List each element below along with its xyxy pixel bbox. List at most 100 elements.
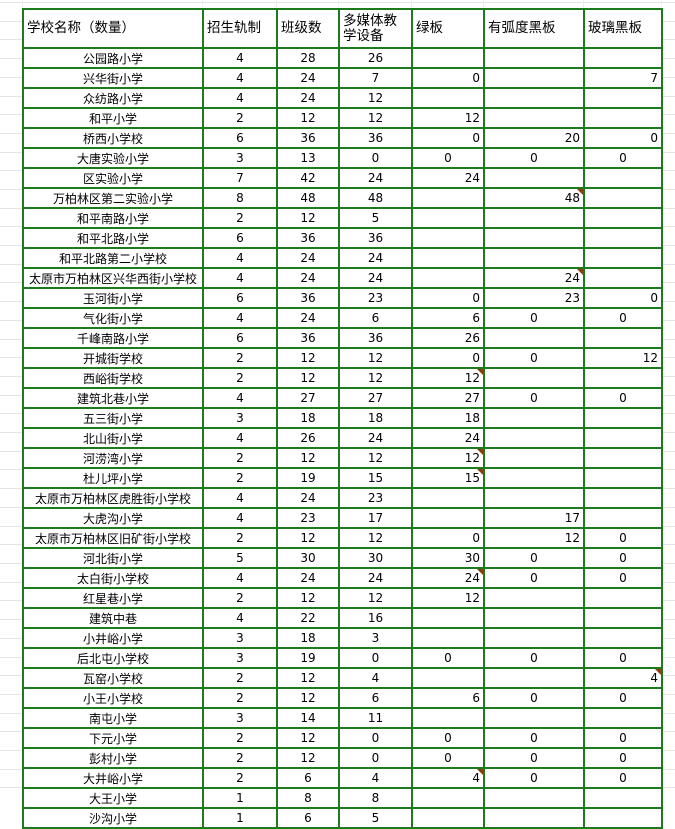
cell-curved-blackboard: 0 [483,647,585,669]
cell-multimedia-equipment: 8 [338,787,413,809]
cell-multimedia-equipment: 24 [338,267,413,289]
cell-glass-blackboard: 0 [583,567,663,589]
cell-class-count: 24 [276,307,340,329]
cell-school-name: 和平北路第二小学校 [22,247,204,269]
cell-green-board: 0 [411,647,485,669]
cell-class-count: 36 [276,227,340,249]
cell-curved-blackboard: 0 [483,307,585,329]
cell-multimedia-equipment: 6 [338,687,413,709]
cell-multimedia-equipment: 48 [338,187,413,209]
cell-curved-blackboard [483,707,585,729]
cell-glass-blackboard [583,407,663,429]
cell-curved-blackboard: 0 [483,567,585,589]
table-row: 气化街小学 4 24 6 6 0 0 [22,307,663,329]
cell-enrollment-track: 7 [202,167,278,189]
table-row: 千峰南路小学 6 36 36 26 [22,327,663,349]
cell-class-count: 22 [276,607,340,629]
cell-enrollment-track: 4 [202,267,278,289]
cell-glass-blackboard [583,607,663,629]
cell-multimedia-equipment: 36 [338,227,413,249]
cell-school-name: 大王小学 [22,787,204,809]
cell-enrollment-track: 2 [202,727,278,749]
cell-class-count: 19 [276,467,340,489]
cell-school-name: 气化街小学 [22,307,204,329]
table-row: 五三街小学 3 18 18 18 [22,407,663,429]
cell-school-name: 公园路小学 [22,47,204,69]
cell-green-board [411,807,485,829]
cell-multimedia-equipment: 3 [338,627,413,649]
table-row: 太原市万柏林区兴华西街小学校 4 24 24 24 [22,267,663,289]
table-row: 瓦窑小学校 2 12 4 4 [22,667,663,689]
cell-school-name: 河北街小学 [22,547,204,569]
cell-enrollment-track: 5 [202,547,278,569]
cell-green-board: 4 [411,767,485,789]
cell-school-name: 兴华街小学 [22,67,204,89]
table-row: 太原市万柏林区旧矿街小学校 2 12 12 0 12 0 [22,527,663,549]
cell-enrollment-track: 6 [202,287,278,309]
cell-green-board: 6 [411,307,485,329]
cell-school-name: 太原市万柏林区兴华西街小学校 [22,267,204,289]
cell-green-board [411,87,485,109]
cell-green-board [411,707,485,729]
cell-glass-blackboard [583,47,663,69]
cell-glass-blackboard [583,427,663,449]
cell-school-name: 玉河街小学 [22,287,204,309]
cell-multimedia-equipment: 0 [338,147,413,169]
table-row: 玉河街小学 6 36 23 0 23 0 [22,287,663,309]
cell-class-count: 24 [276,87,340,109]
table-row: 大王小学 1 8 8 [22,787,663,809]
cell-multimedia-equipment: 12 [338,527,413,549]
cell-enrollment-track: 2 [202,347,278,369]
cell-class-count: 24 [276,247,340,269]
cell-class-count: 36 [276,327,340,349]
cell-green-board: 12 [411,447,485,469]
cell-school-name: 大虎沟小学 [22,507,204,529]
cell-green-board [411,247,485,269]
table-row: 河涝湾小学 2 12 12 12 [22,447,663,469]
cell-class-count: 12 [276,347,340,369]
cell-class-count: 13 [276,147,340,169]
cell-class-count: 24 [276,267,340,289]
cell-school-name: 沙沟小学 [22,807,204,829]
table-row: 杜儿坪小学 2 19 15 15 [22,467,663,489]
cell-glass-blackboard: 0 [583,767,663,789]
cell-curved-blackboard [483,607,585,629]
cell-multimedia-equipment: 5 [338,207,413,229]
cell-class-count: 18 [276,407,340,429]
cell-class-count: 14 [276,707,340,729]
cell-school-name: 众纺路小学 [22,87,204,109]
cell-enrollment-track: 3 [202,147,278,169]
cell-glass-blackboard [583,327,663,349]
cell-school-name: 和平南路小学 [22,207,204,229]
cell-enrollment-track: 6 [202,227,278,249]
cell-multimedia-equipment: 18 [338,407,413,429]
cell-green-board: 12 [411,367,485,389]
cell-enrollment-track: 6 [202,127,278,149]
cell-multimedia-equipment: 5 [338,807,413,829]
cell-enrollment-track: 3 [202,647,278,669]
cell-glass-blackboard [583,87,663,109]
cell-curved-blackboard: 0 [483,727,585,749]
cell-class-count: 12 [276,687,340,709]
cell-green-board: 12 [411,107,485,129]
cell-class-count: 8 [276,787,340,809]
cell-curved-blackboard [483,627,585,649]
cell-curved-blackboard [483,487,585,509]
cell-multimedia-equipment: 24 [338,247,413,269]
cell-glass-blackboard [583,587,663,609]
cell-multimedia-equipment: 26 [338,47,413,69]
cell-class-count: 12 [276,727,340,749]
table-row: 红星巷小学 2 12 12 12 [22,587,663,609]
cell-school-name: 红星巷小学 [22,587,204,609]
cell-enrollment-track: 2 [202,107,278,129]
cell-glass-blackboard [583,707,663,729]
cell-school-name: 万柏林区第二实验小学 [22,187,204,209]
cell-curved-blackboard: 12 [483,527,585,549]
cell-curved-blackboard [483,447,585,469]
cell-class-count: 12 [276,527,340,549]
cell-green-board [411,787,485,809]
cell-green-board [411,487,485,509]
cell-glass-blackboard [583,447,663,469]
cell-curved-blackboard [483,407,585,429]
cell-school-name: 和平北路小学 [22,227,204,249]
